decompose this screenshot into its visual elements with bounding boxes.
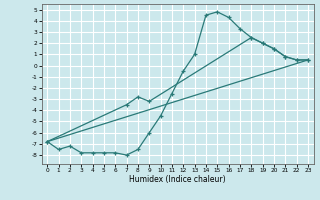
X-axis label: Humidex (Indice chaleur): Humidex (Indice chaleur) (129, 175, 226, 184)
